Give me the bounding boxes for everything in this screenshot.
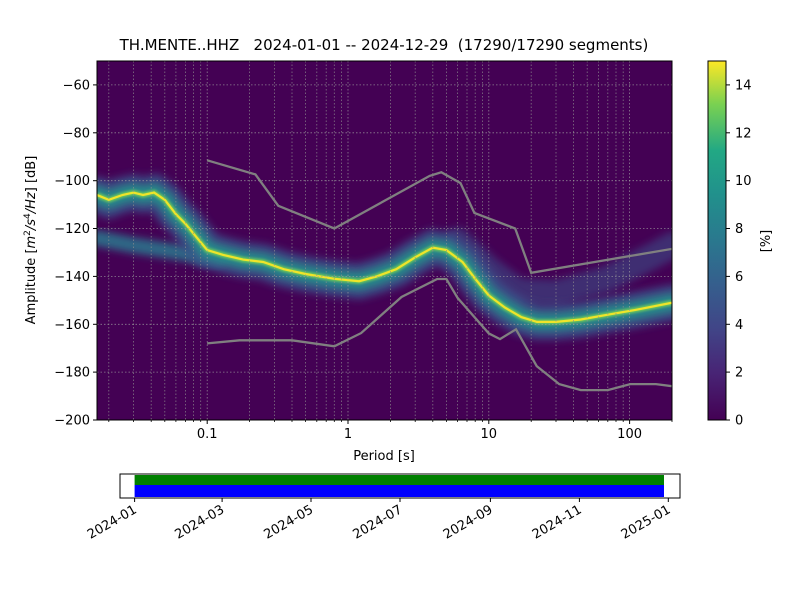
colorbar-tick-label: 14 bbox=[735, 78, 752, 93]
coverage-tick-label: 2024-05 bbox=[261, 502, 316, 542]
plot-frame bbox=[96, 60, 673, 421]
density-mode-line bbox=[97, 191, 672, 323]
grid-lines bbox=[97, 61, 672, 420]
y-tick-label: −160 bbox=[54, 318, 90, 333]
high-noise-model-line bbox=[206, 159, 672, 275]
coverage-bar-blue bbox=[134, 485, 665, 497]
x-axis: 0.1 1 10 100 bbox=[108, 420, 673, 442]
colorbar-tick-label: 12 bbox=[735, 126, 752, 141]
coverage-tick-label: 2024-07 bbox=[350, 502, 405, 542]
y-tick-label: −140 bbox=[54, 270, 90, 285]
coverage-time-axis: 2024-01 2024-03 2024-05 2024-07 2024-09 2024-… bbox=[85, 498, 673, 543]
colorbar-axis: 0 2 4 6 8 10 12 14 bbox=[726, 78, 752, 429]
x-tick-label: 0.1 bbox=[197, 427, 218, 442]
colorbar-tick-label: 6 bbox=[735, 270, 743, 285]
x-axis-label: Period [s] bbox=[353, 449, 415, 464]
coverage-bar-green bbox=[134, 475, 665, 485]
density-layer bbox=[97, 173, 672, 340]
coverage-tick-label: 2024-01 bbox=[85, 502, 140, 542]
y-tick-label: −100 bbox=[54, 174, 90, 189]
coverage-tick-label: 2024-11 bbox=[530, 502, 585, 542]
colorbar-tick-label: 10 bbox=[735, 174, 752, 189]
colorbar-tick-label: 2 bbox=[735, 366, 743, 381]
colorbar-tick-label: 4 bbox=[735, 318, 743, 333]
colorbar-tick-label: 0 bbox=[735, 414, 743, 429]
chart-title: TH.MENTE..HHZ 2024-01-01 -- 2024-12-29 (… bbox=[119, 36, 649, 54]
x-tick-label: 10 bbox=[481, 427, 498, 442]
y-tick-label: −120 bbox=[54, 222, 90, 237]
y-axis-label: Amplitude [m2/s4/Hz] [dB] bbox=[23, 156, 39, 325]
x-tick-label: 100 bbox=[617, 427, 642, 442]
noise-models bbox=[206, 159, 672, 392]
y-tick-label: −60 bbox=[63, 78, 90, 93]
coverage-tick-label: 2025-01 bbox=[619, 502, 674, 542]
y-axis: −200 −180 −160 −140 −120 −100 −80 −60 bbox=[54, 78, 97, 429]
y-tick-label: −200 bbox=[54, 414, 90, 429]
colorbar bbox=[707, 60, 727, 421]
colorbar-label: [%] bbox=[759, 230, 774, 253]
coverage-tick-label: 2024-09 bbox=[441, 502, 496, 542]
coverage-bars bbox=[134, 475, 665, 497]
y-tick-label: −180 bbox=[54, 366, 90, 381]
coverage-tick-label: 2024-03 bbox=[173, 502, 228, 542]
colorbar-tick-label: 8 bbox=[735, 222, 743, 237]
y-tick-label: −80 bbox=[63, 126, 90, 141]
low-noise-model-line bbox=[207, 277, 672, 392]
x-tick-label: 1 bbox=[344, 427, 352, 442]
